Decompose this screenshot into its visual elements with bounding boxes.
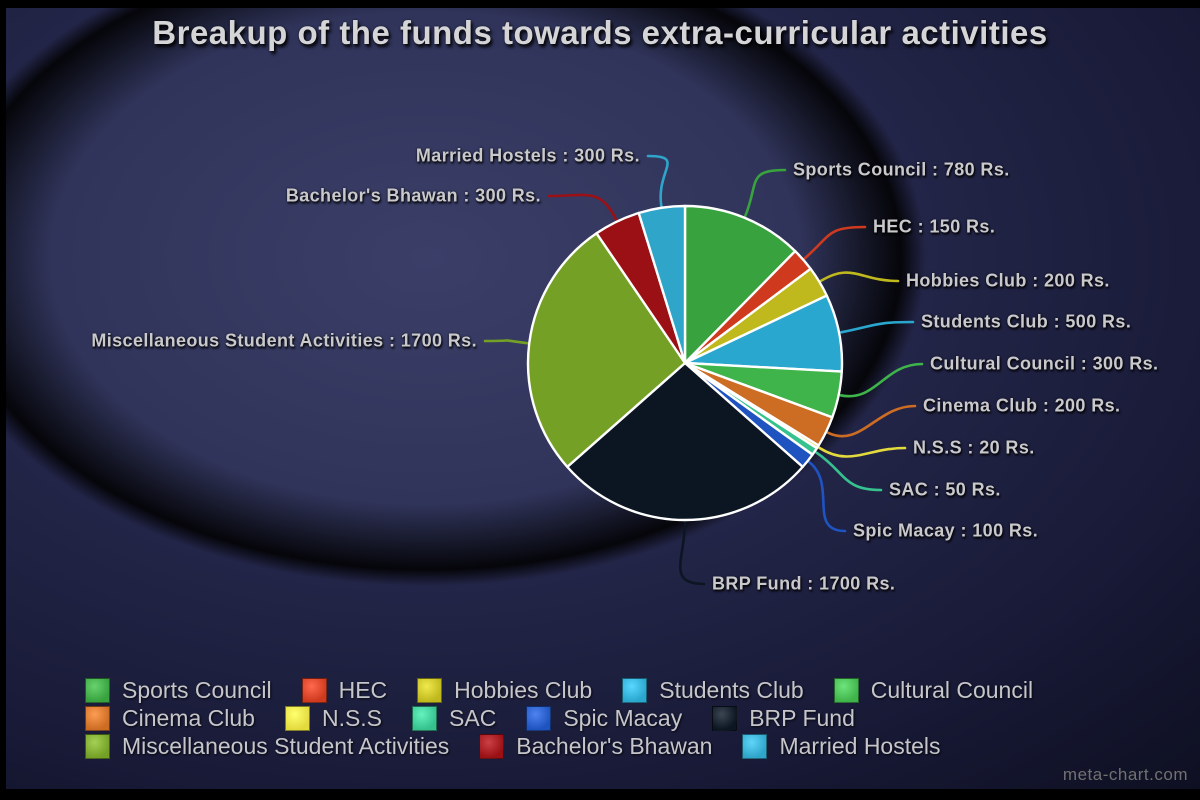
slice-callout-label: Sports Council : 780 Rs. [793, 159, 1010, 180]
legend-row: Sports Council HEC Hobbies Club Students Cl… [85, 676, 1175, 704]
legend-label: Bachelor's Bhawan [516, 733, 713, 759]
legend-color-swatch [526, 705, 552, 731]
leader-line [819, 271, 900, 283]
slice-callout-label: HEC : 150 Rs. [873, 216, 996, 237]
slice-callout-label: BRP Fund : 1700 Rs. [712, 573, 896, 594]
legend-row: Cinema Club N.S.S SAC Spic Macay BRP Fund [85, 704, 1175, 732]
legend-color-swatch [85, 677, 110, 703]
legend-label: Hobbies Club [454, 677, 593, 703]
legend-color-swatch [833, 677, 859, 703]
legend-label: Sports Council [122, 677, 272, 703]
slice-callout-label: Hobbies Club : 200 Rs. [906, 270, 1110, 291]
leader-line [679, 520, 706, 586]
slice-callout-label: N.S.S : 20 Rs. [913, 437, 1035, 458]
legend: Sports Council HEC Hobbies Club Students Cl… [85, 676, 1175, 760]
slice-callout-label: SAC : 50 Rs. [889, 479, 1001, 500]
legend-item: Sports Council [85, 677, 272, 703]
legend-label: Married Hostels [779, 733, 941, 759]
legend-color-swatch [712, 705, 738, 731]
leader-line [818, 446, 907, 458]
legend-item: Cultural Council [833, 677, 1034, 703]
legend-label: HEC [338, 677, 388, 703]
leader-line [826, 404, 917, 438]
slice-callout-label: Bachelor's Bhawan : 300 Rs. [285, 185, 541, 206]
leader-line [646, 154, 669, 208]
legend-color-swatch [85, 705, 110, 731]
legend-item: HEC [301, 677, 388, 703]
slice-callout-label: Cinema Club : 200 Rs. [923, 395, 1121, 416]
legend-label: N.S.S [321, 705, 383, 731]
legend-label: Spic Macay [563, 705, 683, 731]
leader-line [483, 339, 529, 345]
legend-item: Hobbies Club [417, 677, 592, 703]
leader-line [839, 362, 924, 398]
legend-label: Students Club [659, 677, 804, 703]
pie-slice [637, 204, 687, 365]
pie-slice [683, 204, 797, 365]
slice-callout-label: Students Club : 500 Rs. [921, 311, 1132, 332]
legend-color-swatch [479, 733, 505, 759]
leader-line [815, 451, 883, 492]
legend-color-swatch [301, 677, 327, 703]
legend-color-swatch [742, 733, 768, 759]
legend-label: SAC [449, 705, 497, 731]
legend-item: BRP Fund [712, 705, 855, 731]
chart-title: Breakup of the funds towards extra-curri… [152, 14, 1048, 51]
slice-callout-label: Spic Macay : 100 Rs. [853, 520, 1039, 541]
legend-label: Cinema Club [122, 705, 255, 731]
watermark: meta-chart.com [1062, 765, 1188, 784]
legend-color-swatch [622, 677, 648, 703]
legend-item: N.S.S [284, 705, 383, 731]
leader-line [808, 460, 847, 533]
bottom-black-bar [0, 789, 1200, 800]
legend-item: Married Hostels [742, 733, 941, 759]
legend-item: Students Club [622, 677, 804, 703]
legend-item: Spic Macay [526, 705, 682, 731]
leader-line [839, 320, 915, 334]
leader-line [803, 225, 867, 260]
legend-item: Miscellaneous Student Activities [85, 733, 449, 759]
legend-label: Cultural Council [870, 677, 1034, 703]
slice-callout-label: Cultural Council : 300 Rs. [930, 353, 1159, 374]
pie-slice [526, 232, 687, 469]
legend-label: BRP Fund [749, 705, 855, 731]
slice-callout-label: Married Hostels : 300 Rs. [415, 145, 640, 166]
pie-slice [566, 361, 804, 522]
legend-item: Cinema Club [85, 705, 255, 731]
legend-color-swatch [85, 733, 110, 759]
legend-color-swatch [284, 705, 310, 731]
legend-item: Bachelor's Bhawan [479, 733, 712, 759]
slice-callout-label: Miscellaneous Student Activities : 1700 … [91, 330, 477, 351]
legend-row: Miscellaneous Student Activities Bachelor… [85, 732, 1175, 760]
legend-color-swatch [412, 705, 438, 731]
leader-line [744, 168, 787, 218]
legend-label: Miscellaneous Student Activities [122, 733, 450, 759]
legend-item: SAC [412, 705, 496, 731]
legend-color-swatch [417, 677, 443, 703]
leader-line [547, 193, 618, 221]
